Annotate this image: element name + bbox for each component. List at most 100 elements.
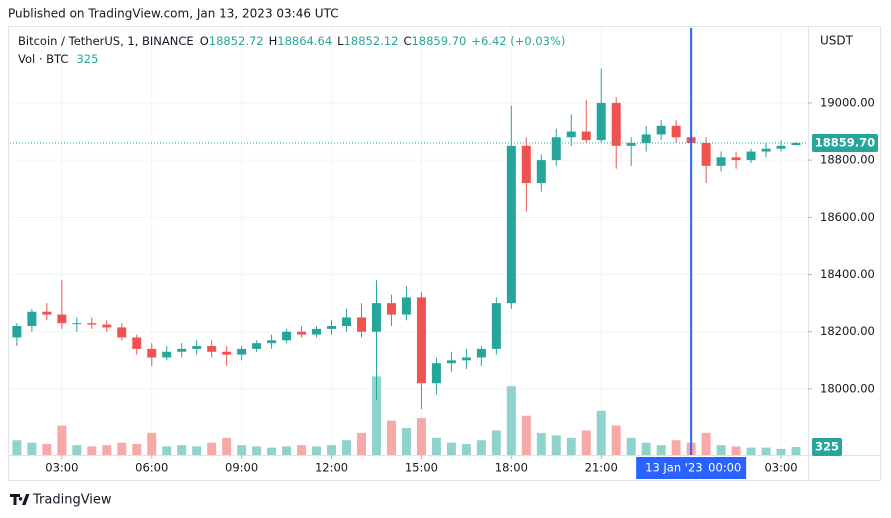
volume-bar: [342, 440, 352, 455]
volume-bar: [611, 425, 621, 455]
y-tick-label: 18800.00: [820, 153, 875, 167]
h-value: 18864.64: [277, 34, 332, 48]
volume-bar: [731, 446, 741, 455]
candle-body: [716, 157, 726, 166]
volume-bar: [42, 443, 52, 455]
volume-bar: [147, 432, 157, 455]
candle-body: [12, 326, 22, 338]
crosshair-time: 00:00: [708, 461, 741, 475]
last-price-label: 18859.70: [815, 136, 875, 150]
candle-body: [222, 351, 232, 355]
candle-body: [656, 125, 666, 135]
candle-body: [252, 343, 262, 349]
volume-bar: [701, 432, 711, 455]
y-tick-label: 18000.00: [820, 381, 875, 395]
volume-bar: [87, 446, 97, 455]
candle-body: [566, 131, 576, 138]
volume-bar: [491, 430, 501, 455]
y-tick-label: 18200.00: [820, 324, 875, 338]
volume-bar: [267, 447, 277, 455]
candle-body: [117, 327, 127, 338]
volume-bar: [551, 435, 561, 455]
candle-body: [327, 326, 337, 329]
candle-body: [192, 346, 202, 349]
volume-bar: [476, 440, 486, 455]
legend: Bitcoin / TetherUS, 1, BINANCE O18852.72 H…: [18, 34, 565, 48]
last-price-box: [812, 134, 878, 153]
candle-body: [416, 297, 426, 384]
volume-bar: [461, 443, 471, 455]
chart-frame: [8, 26, 881, 481]
candle-body: [371, 303, 381, 332]
candle-body: [42, 311, 52, 315]
volume-bar: [416, 418, 426, 455]
change: +6.42 (+0.03%): [471, 34, 565, 48]
candle-body: [776, 145, 786, 149]
c-value: 18859.70: [411, 34, 466, 48]
volume-legend: Vol · BTC 325: [18, 52, 98, 66]
candle-body: [626, 142, 636, 146]
volume-bar: [431, 437, 441, 455]
candle-body: [671, 125, 681, 138]
candle-body: [57, 314, 67, 324]
volume-bar: [117, 442, 127, 455]
y-tick-label: 19000.00: [820, 95, 875, 109]
axes: 18000.00 18200.00 18400.00 18600.00 18800.00…: [10, 28, 878, 479]
grid: [10, 28, 808, 455]
volume-bar: [521, 415, 531, 455]
published-note: Published on TradingView.com, Jan 13, 20…: [8, 7, 339, 21]
volume-bar: [162, 446, 172, 455]
volume-bar: [536, 432, 546, 455]
y-tick-label: 18600.00: [820, 210, 875, 224]
h-label: H: [269, 34, 278, 48]
crosshair-date: 13 Jan '23: [645, 461, 702, 475]
volume-bar: [72, 445, 82, 455]
candle-body: [401, 297, 411, 315]
candle-body: [147, 348, 157, 358]
candle-body: [731, 157, 741, 161]
volume-bar: [566, 437, 576, 455]
volume-bar: [716, 445, 726, 455]
candle-body: [357, 317, 366, 332]
candle-body: [521, 145, 531, 184]
volume-bar: [357, 432, 366, 455]
candle-body: [581, 131, 591, 141]
candle-body: [701, 142, 711, 166]
volume-bar: [192, 446, 202, 455]
volume-bar: [222, 437, 232, 455]
volume-bar: [401, 427, 411, 455]
candle-body: [431, 363, 441, 384]
volume-bar: [761, 447, 771, 455]
crosshair-label-box: [636, 457, 747, 479]
volume-bar: [177, 445, 187, 455]
x-tick-label: 03:00: [764, 461, 797, 475]
x-tick-label: 06:00: [135, 461, 168, 475]
candle-body: [641, 134, 651, 143]
x-tick-label: 21:00: [585, 461, 618, 475]
candle-body: [536, 160, 546, 184]
volume-bar: [671, 440, 681, 455]
volume-bar: [656, 445, 666, 455]
candle-body: [72, 323, 82, 325]
price-pane: [12, 68, 801, 409]
volume-bar: [641, 442, 651, 455]
volume-bar: [57, 425, 67, 455]
candle-body: [611, 102, 621, 146]
volume-bar: [252, 446, 262, 455]
volume-bar: [371, 376, 381, 455]
c-label: C: [403, 34, 411, 48]
volume-bar: [297, 445, 307, 455]
currency: USDT: [820, 34, 854, 48]
volume-bar: [27, 442, 37, 455]
volume-bar: [626, 437, 636, 455]
volume-bar: [237, 445, 247, 455]
volume-bar: [207, 442, 217, 455]
candle-body: [551, 137, 561, 161]
vol-label: Vol · BTC: [18, 52, 68, 66]
brand-logo: [10, 494, 30, 505]
brand: TradingView: [32, 493, 112, 508]
volume-bar: [12, 440, 22, 455]
volume-bar: [282, 446, 292, 455]
candle-body: [761, 148, 771, 152]
